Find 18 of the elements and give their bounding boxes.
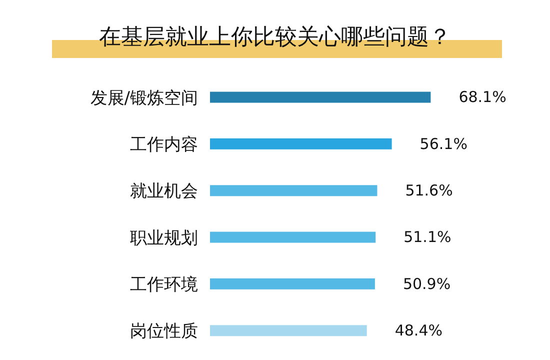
bar <box>210 232 376 243</box>
data-label: 51.6% <box>405 182 453 200</box>
bar <box>210 92 431 103</box>
y-tick-label: 发展/锻炼空间 <box>90 88 198 108</box>
y-tick-label: 工作环境 <box>130 275 198 296</box>
bar <box>210 325 367 336</box>
bar <box>210 138 392 150</box>
y-tick-label: 工作内容 <box>130 135 198 156</box>
data-label: 68.1% <box>458 88 506 106</box>
y-tick-label: 职业规划 <box>130 228 198 248</box>
data-label: 50.9% <box>402 274 451 293</box>
data-label: 48.4% <box>394 322 443 340</box>
data-label: 56.1% <box>420 134 468 153</box>
y-tick-label: 岗位性质 <box>130 322 198 342</box>
data-label: 51.1% <box>404 228 452 246</box>
bar <box>210 278 375 290</box>
bar <box>210 185 378 196</box>
y-tick-label: 就业机会 <box>130 182 198 202</box>
